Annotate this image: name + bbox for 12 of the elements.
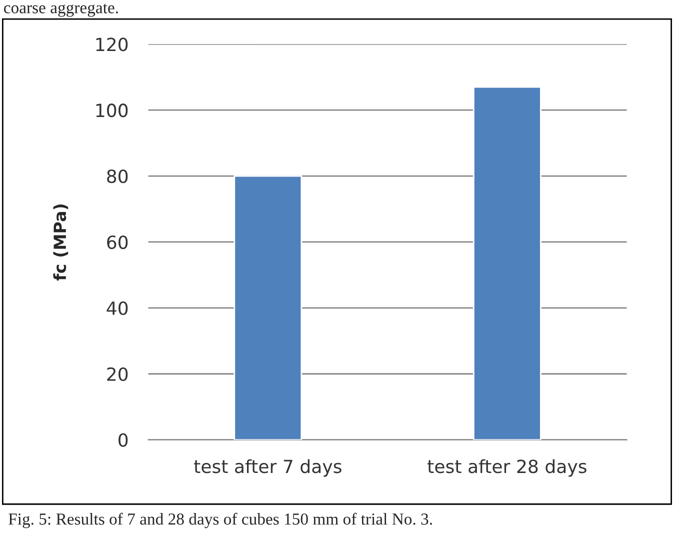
x-tick-label: test after 7 days — [194, 459, 342, 477]
y-tick-label: 20 — [107, 367, 128, 381]
y-tick-label: 40 — [106, 301, 128, 316]
y-tick-label: 120 — [96, 38, 128, 52]
x-tick-label: test after 28 days — [428, 459, 586, 477]
y-tick-label: 60 — [107, 235, 128, 250]
y-tick-label: 0 — [118, 433, 128, 447]
caption: Fig. 5: Results of 7 and 28 days of cubes 150 mm of trial No. 3. — [8, 512, 432, 528]
y-tick-label: 100 — [96, 104, 128, 118]
y-axis-title: fc (MPa) — [53, 204, 68, 281]
text: coarse aggregate. — [4, 4, 118, 17]
y-tick-label: 80 — [107, 169, 128, 184]
